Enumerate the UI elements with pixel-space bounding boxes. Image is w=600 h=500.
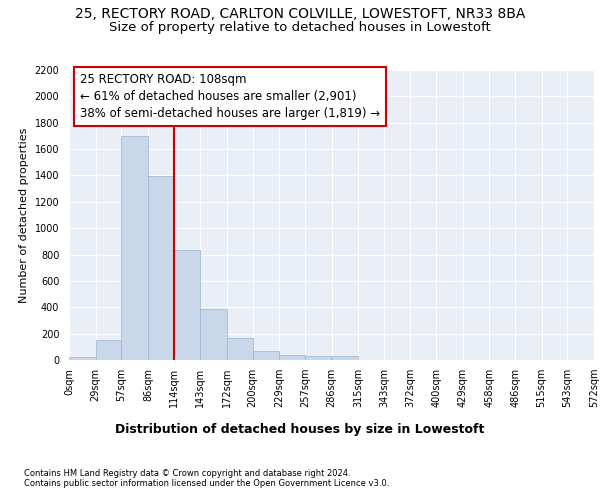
Bar	[69, 358, 95, 360]
Bar	[305, 356, 331, 360]
Bar	[331, 356, 358, 360]
Bar	[253, 351, 279, 360]
Bar	[95, 340, 121, 360]
Bar	[200, 309, 227, 360]
Bar	[121, 136, 148, 360]
Text: 25 RECTORY ROAD: 108sqm
← 61% of detached houses are smaller (2,901)
38% of semi: 25 RECTORY ROAD: 108sqm ← 61% of detache…	[79, 73, 380, 120]
Bar	[148, 176, 173, 360]
Text: Contains HM Land Registry data © Crown copyright and database right 2024.: Contains HM Land Registry data © Crown c…	[24, 468, 350, 477]
Text: Size of property relative to detached houses in Lowestoft: Size of property relative to detached ho…	[109, 21, 491, 34]
Y-axis label: Number of detached properties: Number of detached properties	[19, 128, 29, 302]
Bar	[227, 338, 253, 360]
Text: Distribution of detached houses by size in Lowestoft: Distribution of detached houses by size …	[115, 422, 485, 436]
Bar	[279, 355, 305, 360]
Text: Contains public sector information licensed under the Open Government Licence v3: Contains public sector information licen…	[24, 478, 389, 488]
Bar	[173, 250, 200, 360]
Text: 25, RECTORY ROAD, CARLTON COLVILLE, LOWESTOFT, NR33 8BA: 25, RECTORY ROAD, CARLTON COLVILLE, LOWE…	[75, 8, 525, 22]
